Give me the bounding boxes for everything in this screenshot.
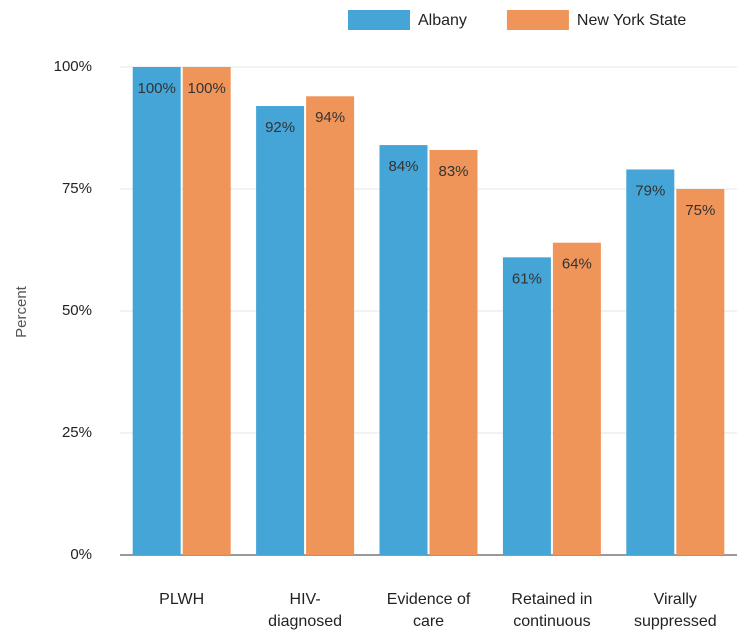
bar [429, 149, 478, 555]
bar [626, 169, 675, 556]
bar [306, 96, 355, 555]
x-tick-label: Evidence of [387, 591, 471, 608]
legend-swatch [506, 10, 569, 30]
data-label: 83% [438, 163, 468, 180]
y-tick-label: 100% [54, 58, 92, 75]
data-label: 94% [315, 109, 345, 126]
data-label: 79% [635, 182, 665, 199]
x-tick-label: care [413, 613, 444, 630]
data-label: 75% [685, 202, 715, 219]
x-tick-label: suppressed [634, 613, 717, 630]
data-label: 100% [138, 80, 176, 97]
data-label: 100% [188, 80, 226, 97]
data-label: 64% [562, 256, 592, 273]
data-label: 92% [265, 119, 295, 136]
x-tick-label: Retained in [511, 591, 592, 608]
bar [132, 67, 181, 555]
data-label: 61% [512, 270, 542, 287]
y-tick-label: 0% [70, 546, 92, 563]
y-axis-label: Percent [13, 285, 30, 338]
bar [676, 189, 725, 555]
bar [256, 106, 305, 555]
legend-label: Albany [418, 12, 467, 29]
y-tick-label: 50% [62, 302, 92, 319]
x-tick-label: HIV- [290, 591, 321, 608]
bar [182, 67, 231, 555]
bar [552, 242, 601, 555]
y-tick-label: 75% [62, 180, 92, 197]
y-tick-label: 25% [62, 424, 92, 441]
x-tick-label: PLWH [159, 591, 204, 608]
bar [502, 257, 551, 555]
x-tick-label: continuous [513, 613, 590, 630]
bar [379, 145, 428, 555]
x-tick-label: Virally [654, 591, 697, 608]
data-label: 84% [388, 158, 418, 175]
legend-swatch [348, 10, 410, 30]
legend-label: New York State [577, 12, 687, 29]
x-tick-label: diagnosed [268, 613, 342, 630]
